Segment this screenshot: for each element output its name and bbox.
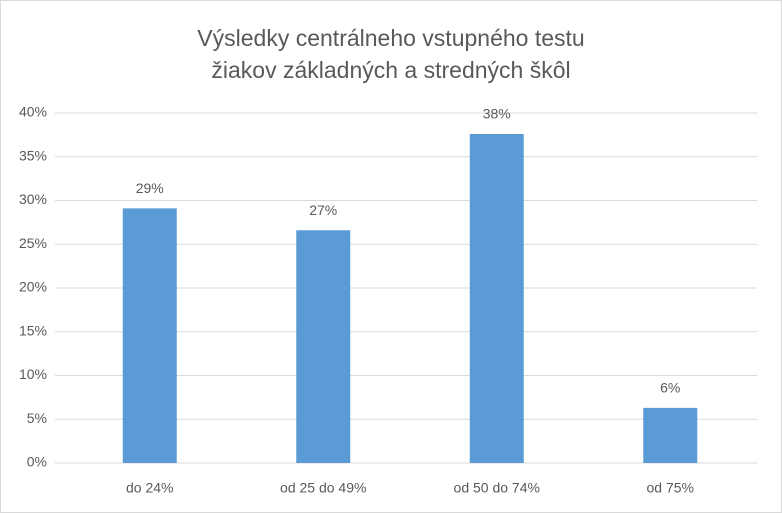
y-tick-label: 30% bbox=[19, 191, 47, 207]
y-tick-label: 10% bbox=[19, 366, 47, 382]
chart-title: Výsledky centrálneho vstupného testu bbox=[197, 25, 584, 51]
bar bbox=[296, 230, 351, 463]
bar bbox=[469, 134, 524, 463]
y-tick-label: 15% bbox=[19, 322, 47, 338]
x-tick-label: od 50 do 74% bbox=[454, 480, 540, 496]
data-label: 29% bbox=[136, 180, 164, 196]
y-tick-label: 20% bbox=[19, 279, 47, 295]
data-label: 6% bbox=[660, 380, 680, 396]
bar bbox=[643, 407, 698, 463]
bar bbox=[122, 208, 177, 463]
x-tick-label: do 24% bbox=[126, 480, 173, 496]
data-label: 27% bbox=[309, 202, 337, 218]
chart-title: žiakov základných a stredných škôl bbox=[211, 57, 570, 83]
data-label: 38% bbox=[483, 106, 511, 122]
x-tick-label: od 25 do 49% bbox=[280, 480, 366, 496]
y-tick-label: 35% bbox=[19, 147, 47, 163]
y-tick-label: 0% bbox=[27, 454, 47, 470]
y-tick-label: 25% bbox=[19, 235, 47, 251]
y-tick-label: 40% bbox=[19, 104, 47, 120]
x-tick-label: od 75% bbox=[647, 480, 694, 496]
y-tick-label: 5% bbox=[27, 410, 47, 426]
